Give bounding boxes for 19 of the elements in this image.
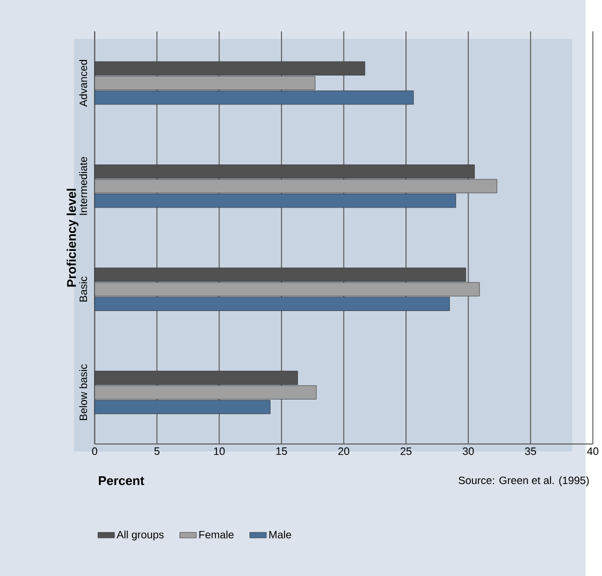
x-tick-label: 10 xyxy=(214,447,225,455)
legend-label: Male xyxy=(269,530,292,538)
source-note: Source: Green et al. (1995) xyxy=(458,476,589,486)
y-tick-label: Basic xyxy=(79,276,88,302)
x-tick-label: 5 xyxy=(154,447,160,455)
y-axis-title: Proficiency level xyxy=(66,188,78,287)
x-tick-label: 30 xyxy=(462,447,474,455)
x-tick-label: 0 xyxy=(92,447,98,455)
legend-label: All groups xyxy=(116,530,164,541)
x-tick-label: 20 xyxy=(338,447,350,455)
x-tick-label: 25 xyxy=(400,447,412,455)
x-tick-label: 35 xyxy=(525,447,536,455)
x-tick-label: 15 xyxy=(276,447,287,455)
x-axis-title: Percent xyxy=(98,476,144,486)
x-tick-label: 40 xyxy=(587,447,598,455)
y-tick-label: Advanced xyxy=(79,60,88,107)
y-tick-label: Intermediate xyxy=(79,156,88,215)
y-tick-label: Below basic xyxy=(79,364,88,420)
legend-label: Female xyxy=(199,530,234,538)
